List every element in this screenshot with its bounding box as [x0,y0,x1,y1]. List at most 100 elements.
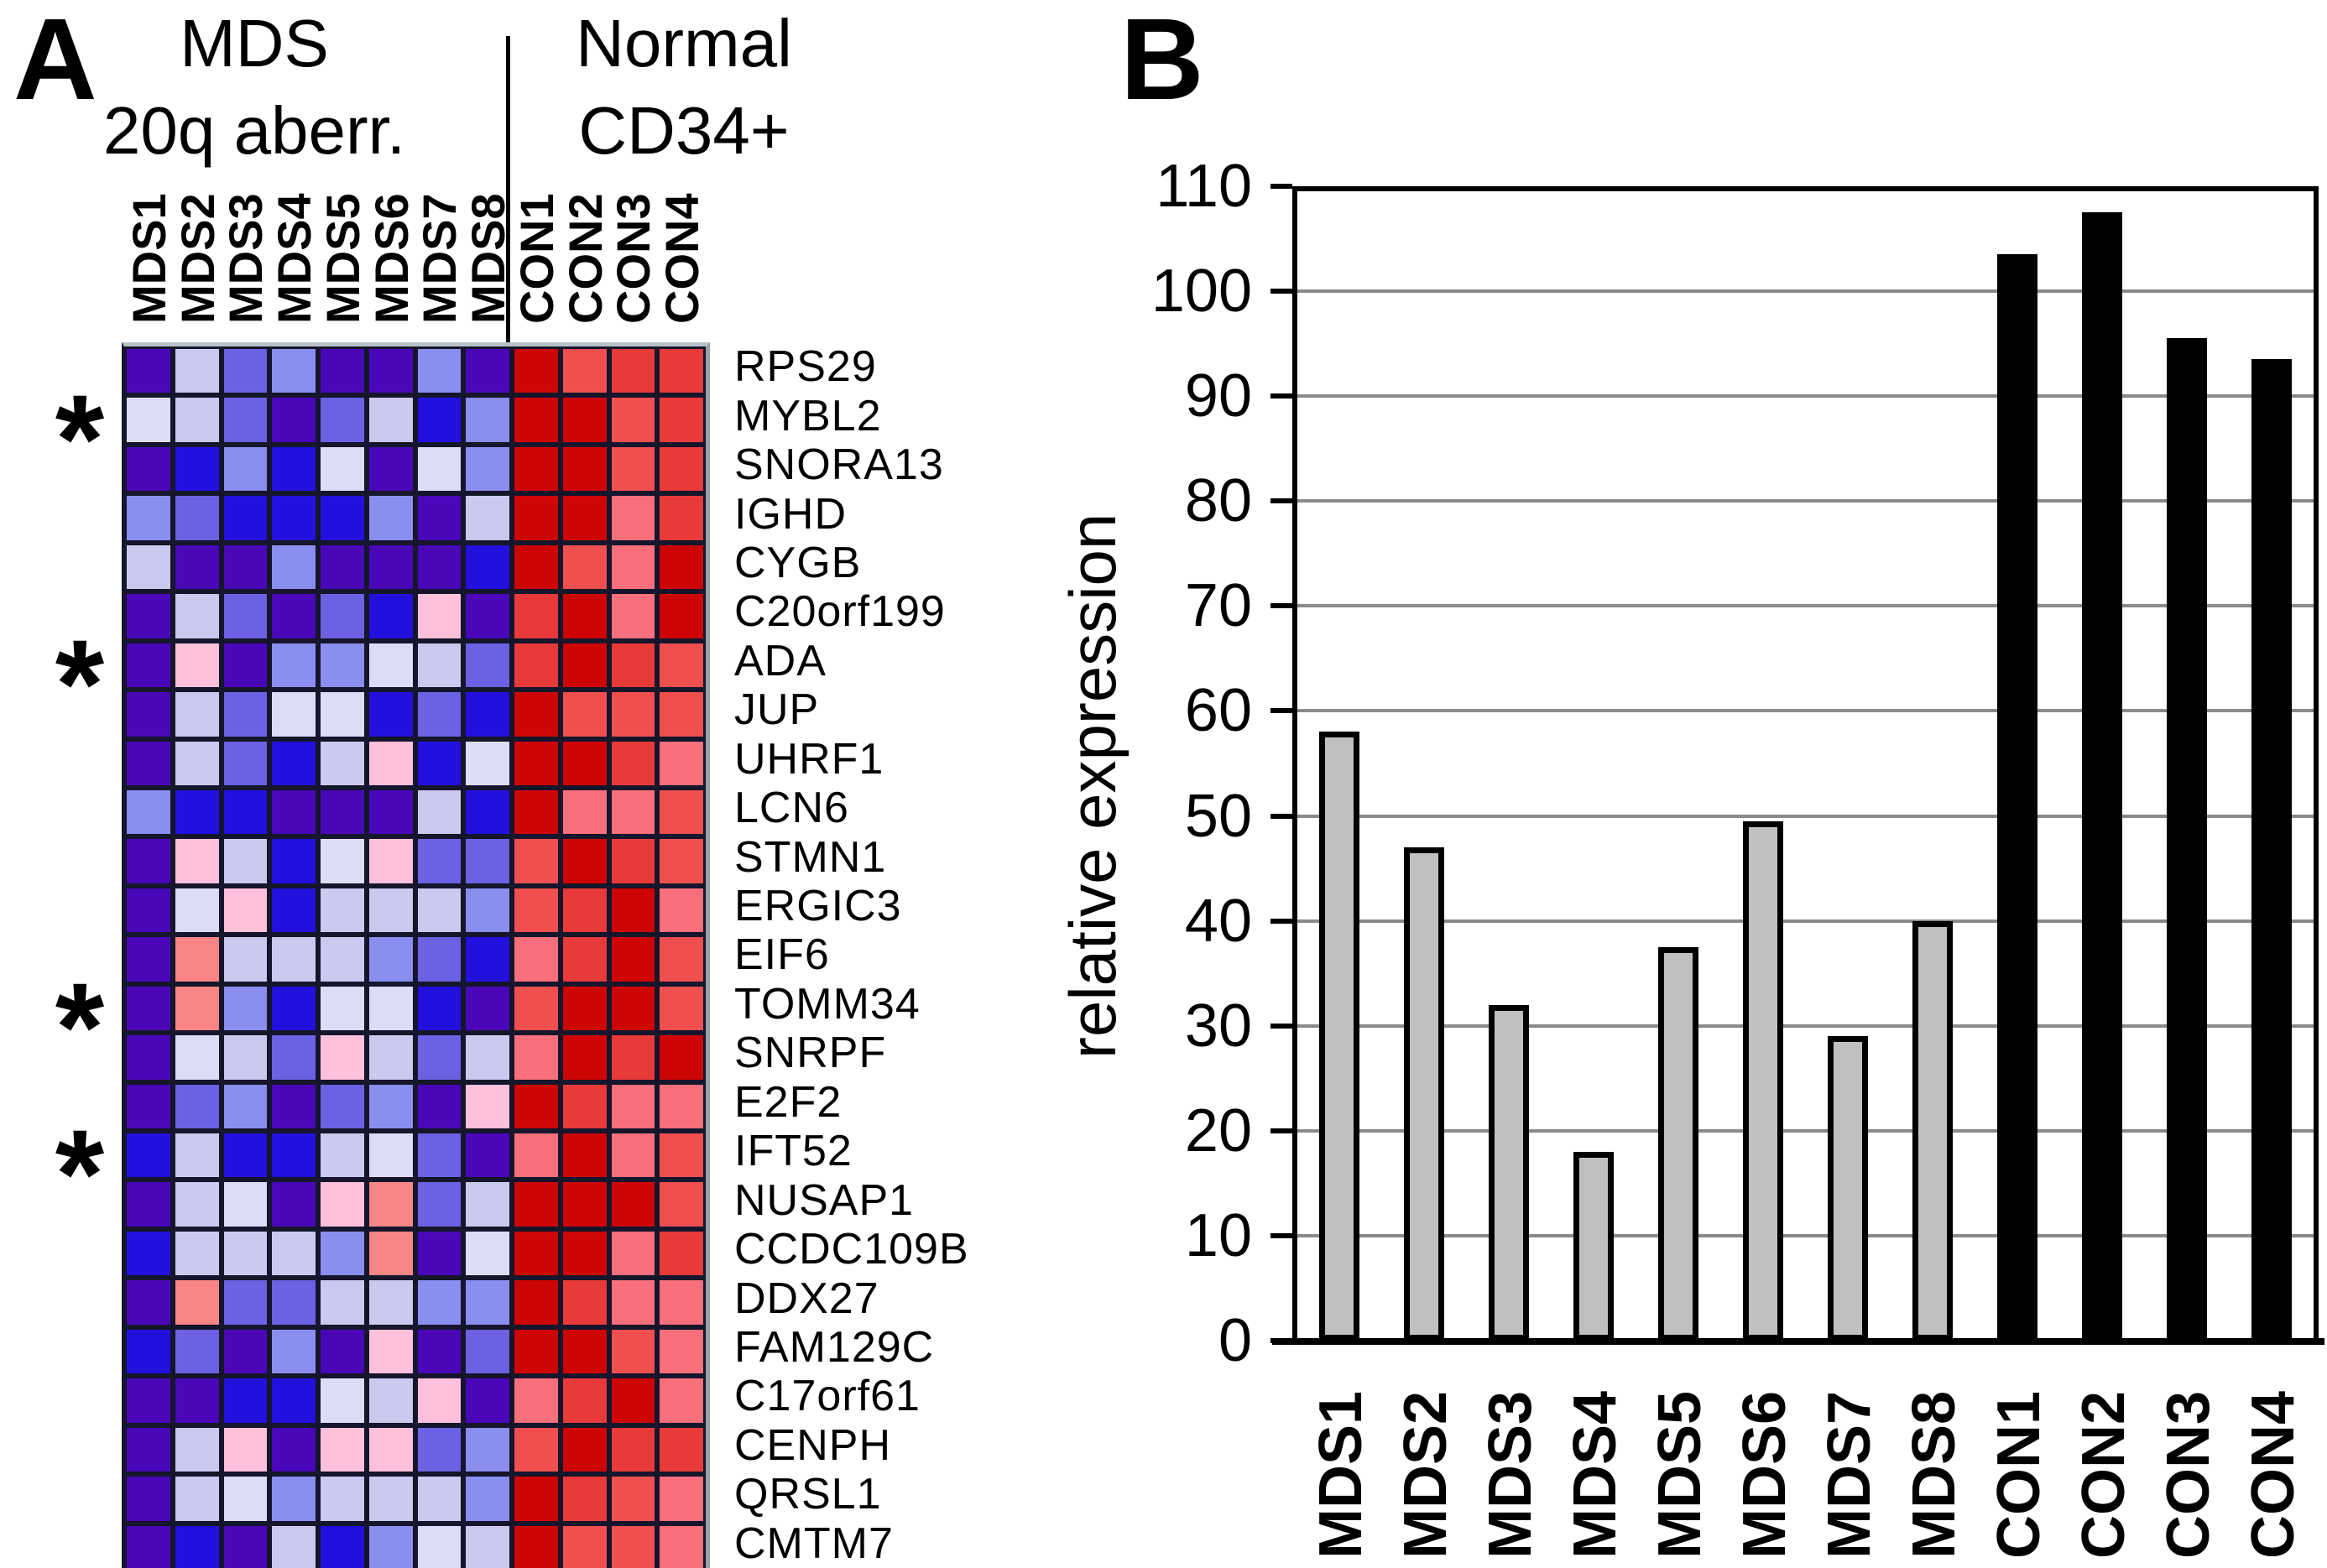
heatmap-cell [560,1081,609,1132]
bar-con3 [2166,338,2207,1341]
y-tick-label: 20 [1184,1097,1252,1164]
y-tick-mark [1270,708,1292,714]
heatmap-cell [269,1180,318,1229]
heatmap-cell [608,1474,658,1524]
y-tick-label: 10 [1184,1201,1252,1269]
gene-label: CMTM7 [734,1519,894,1568]
heatmap-cell [124,738,173,788]
gene-label: IFT52 [734,1127,853,1176]
heatmap-cell [608,542,658,592]
heatmap-cell [512,935,561,984]
heatmap-cell [318,1278,367,1327]
significance-star: * [55,1103,105,1245]
heatmap-cell [657,640,706,690]
heatmap-cell [318,346,367,396]
heatmap-cell [415,935,464,984]
heatmap-cell [221,346,270,396]
heatmap-cell [124,1425,173,1475]
heatmap-cell [608,885,658,935]
heatmap-column-label: MDS8 [462,193,515,324]
heatmap-cell [657,1081,706,1132]
heatmap-cell [512,1474,561,1524]
heatmap-cell [657,591,706,641]
gene-label: LCN6 [734,784,849,833]
heatmap-cell [172,690,222,739]
heatmap-cell [318,690,367,739]
bar-con2 [2081,212,2122,1341]
heatmap-cell [657,1131,706,1180]
heatmap-cell [269,493,318,543]
heatmap-cell [366,690,415,739]
x-category-label: MDS8 [1900,1390,1968,1559]
heatmap-cell [608,738,658,788]
heatmap-cell [463,885,512,935]
heatmap-cell [560,935,609,984]
heatmap-cell [124,1523,173,1568]
y-tick-mark [1270,498,1292,504]
heatmap-cell [124,542,173,592]
heatmap-cell [221,983,270,1034]
heatmap-cell [608,1376,658,1425]
heatmap-cell [463,542,512,592]
heatmap-cell [269,1228,318,1279]
heatmap-cell [366,738,415,788]
heatmap-cell [269,1376,318,1425]
heatmap-cell [366,493,415,543]
heatmap-cell [172,1326,222,1377]
bar-mds4 [1573,1151,1615,1341]
heatmap-cell [415,983,464,1034]
gene-label: SNRPF [734,1029,887,1078]
heatmap-cell [124,1376,173,1425]
heatmap-cell [463,1474,512,1524]
heatmap-cell [512,836,561,886]
heatmap-cell [221,1131,270,1180]
gene-label: FAM129C [734,1323,935,1373]
heatmap-cell [560,983,609,1034]
heatmap-cell [608,444,658,494]
gene-label: MYBL2 [734,391,882,440]
heatmap-cell [657,1474,706,1524]
heatmap-cell [560,542,609,592]
heatmap-cell [463,935,512,984]
gene-label: C17orf61 [734,1372,921,1421]
heatmap-cell [608,1228,658,1279]
heatmap-cell [124,836,173,886]
heatmap-cell [608,836,658,886]
heatmap-cell [318,395,367,445]
heatmap-cell [124,1081,173,1132]
heatmap-cell [657,493,706,543]
heatmap-cell [415,1228,464,1279]
heatmap-cell [221,738,270,788]
heatmap-cell [608,1180,658,1229]
y-tick-mark [1270,184,1292,189]
heatmap-column-label: CON3 [607,193,660,324]
heatmap-cell [221,1081,270,1132]
heatmap-cell [608,935,658,984]
heatmap-cell [512,1081,561,1132]
heatmap-cell [512,885,561,935]
panel-b-letter: B [1120,0,1204,124]
heatmap-cell [560,1033,609,1082]
heatmap-column-label: MDS5 [316,193,369,324]
heatmap-cell [415,346,464,396]
heatmap-cell [366,346,415,396]
heatmap-cell [657,1278,706,1327]
heatmap-cell [560,1376,609,1425]
heatmap-cell [124,444,173,494]
heatmap-cell [366,1474,415,1524]
heatmap-cell [512,640,561,690]
heatmap-cell [560,1523,609,1568]
heatmap-column-label: CON1 [509,193,563,324]
heatmap-cell [366,1523,415,1568]
bar-con1 [1996,254,2037,1341]
heatmap-cell [463,591,512,641]
heatmap-cell [269,690,318,739]
y-tick-label: 80 [1184,467,1252,535]
heatmap-cell [366,1326,415,1377]
gridline [1297,394,2314,399]
heatmap-cell [172,1131,222,1180]
bar-mds3 [1489,1004,1530,1341]
x-category-label: MDS4 [1562,1390,1630,1559]
heatmap-cell [221,395,270,445]
